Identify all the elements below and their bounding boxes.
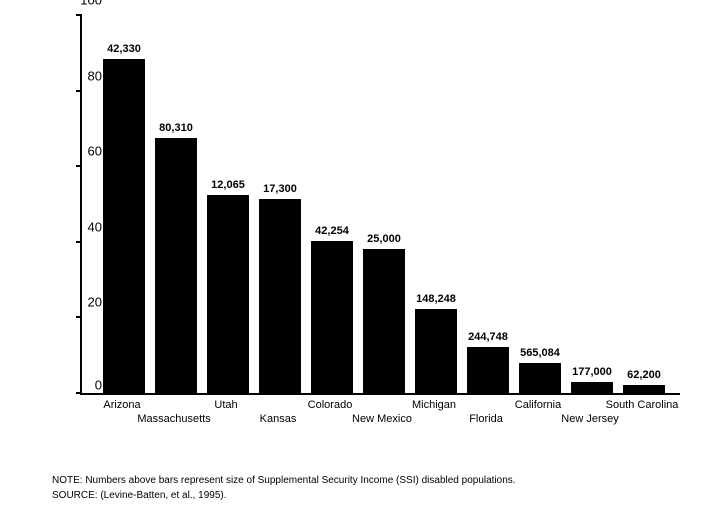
bar [155,138,197,393]
chart-source: SOURCE: (Levine-Batten, et al., 1995). [52,490,227,501]
bar-value-label: 177,000 [572,366,612,378]
bar [415,309,457,393]
x-category-label: New Jersey [561,413,618,425]
plot-area: 0 20 40 60 80 100 42,33080,31012,06517,3… [80,15,680,395]
bar [519,363,561,393]
x-category-label: Arizona [103,399,140,411]
y-axis-label: 100 [80,0,102,8]
bar [623,385,665,393]
chart-note: NOTE: Numbers above bars represent size … [52,475,516,486]
bar-value-label: 565,084 [520,347,560,359]
x-category-label: New Mexico [352,413,412,425]
bar [363,249,405,393]
bar-value-label: 62,200 [627,369,661,381]
x-category-label: Utah [214,399,237,411]
x-category-label: Massachusetts [137,413,210,425]
x-category-label: Colorado [308,399,353,411]
bar-value-label: 42,330 [107,43,141,55]
x-category-label: South Carolina [606,399,679,411]
bar [103,59,145,393]
bars-group: 42,330 80,310 12,065 17,300 42,254 25,000 148,… [82,15,680,393]
bar-value-label: 80,310 [159,122,193,134]
bar-value-label: 244,748 [468,331,508,343]
bar-chart: 0 20 40 60 80 100 42,33080,31012,06517,3… [50,10,690,440]
bar [571,382,613,393]
x-category-label: California [515,399,561,411]
bar-value-label: 42,254 [315,225,349,237]
x-category-label: Florida [469,413,503,425]
x-category-label: Kansas [260,413,297,425]
bar-value-label: 17,300 [263,183,297,195]
bar [311,241,353,393]
bar [467,347,509,393]
x-category-label: Michigan [412,399,456,411]
bar-value-label: 148,248 [416,293,456,305]
bar [207,195,249,393]
bar [259,199,301,393]
bar-value-label: 25,000 [367,233,401,245]
bar-value-label: 12,065 [211,179,245,191]
